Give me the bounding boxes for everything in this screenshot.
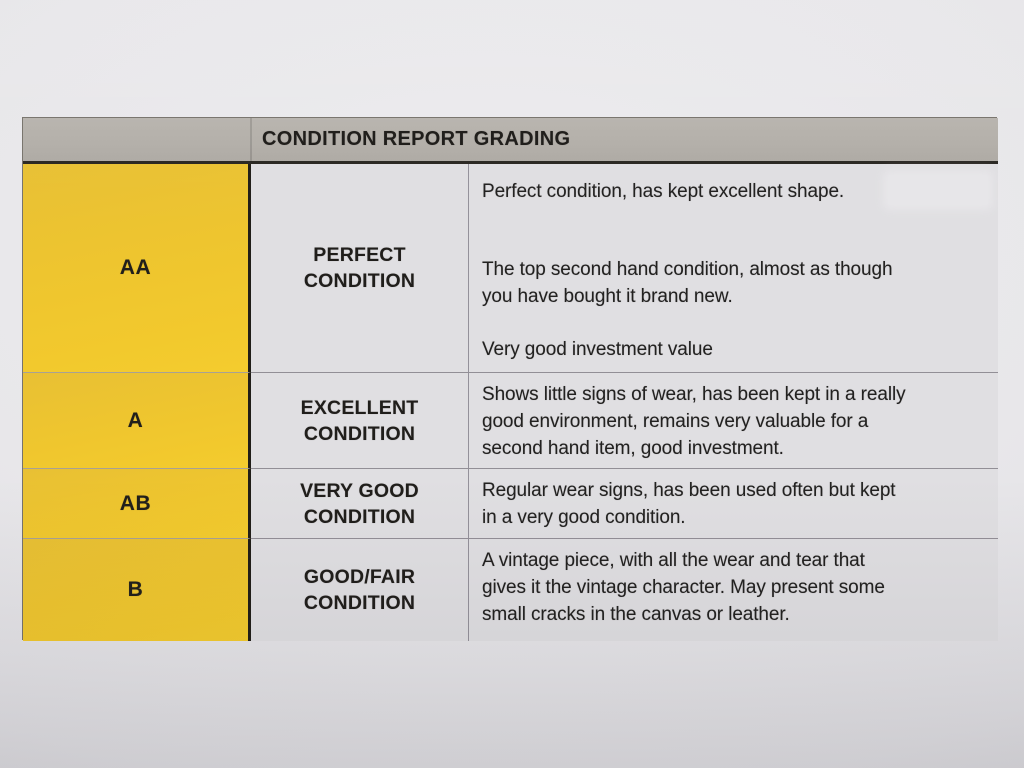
description-paragraph: Perfect condition, has kept excellent sh… [482,181,845,202]
description-cell-ab: Regular wear signs, has been used often … [469,469,998,539]
condition-label-line: PERFECT [313,244,406,266]
condition-cell-perfect: PERFECT CONDITION [251,164,469,373]
grade-cell-aa: AA [23,164,251,373]
description-paragraph: Shows little signs of wear, has been kep… [482,384,906,459]
description-paragraph: A vintage piece, with all the wear and t… [482,550,885,625]
description-cell-a: Shows little signs of wear, has been kep… [469,373,998,469]
grade-label: AB [119,491,152,515]
condition-cell-excellent: EXCELLENT CONDITION [251,373,469,469]
table-title: CONDITION REPORT GRADING [262,128,571,150]
description-paragraph: Very good investment value [482,339,713,360]
condition-report-grading-table: CONDITION REPORT GRADING AA PERFECT COND… [22,117,998,641]
condition-cell-good-fair: GOOD/FAIR CONDITION [251,539,469,641]
condition-label-line: EXCELLENT [300,396,419,419]
grade-label: A [127,408,144,432]
condition-cell-very-good: VERY GOOD CONDITION [251,469,469,539]
condition-label-line: CONDITION [303,505,416,528]
condition-label-line: GOOD/FAIR [303,566,416,588]
description-paragraph: The top second hand condition, almost as… [482,259,893,307]
condition-label-line: CONDITION [303,592,416,614]
grade-cell-b: B [23,539,251,641]
table-header: CONDITION REPORT GRADING [23,118,998,164]
grade-label: AA [119,256,152,279]
condition-label-line: VERY GOOD [300,479,419,502]
grade-cell-ab: AB [23,469,251,539]
grade-label: B [127,578,144,601]
description-cell-aa: Perfect condition, has kept excellent sh… [469,164,998,373]
description-paragraph: Regular wear signs, has been used often … [482,480,896,528]
condition-label-line: CONDITION [303,270,416,292]
grade-cell-a: A [23,373,251,469]
description-cell-b: A vintage piece, with all the wear and t… [469,539,998,641]
condition-label-line: CONDITION [303,422,416,445]
